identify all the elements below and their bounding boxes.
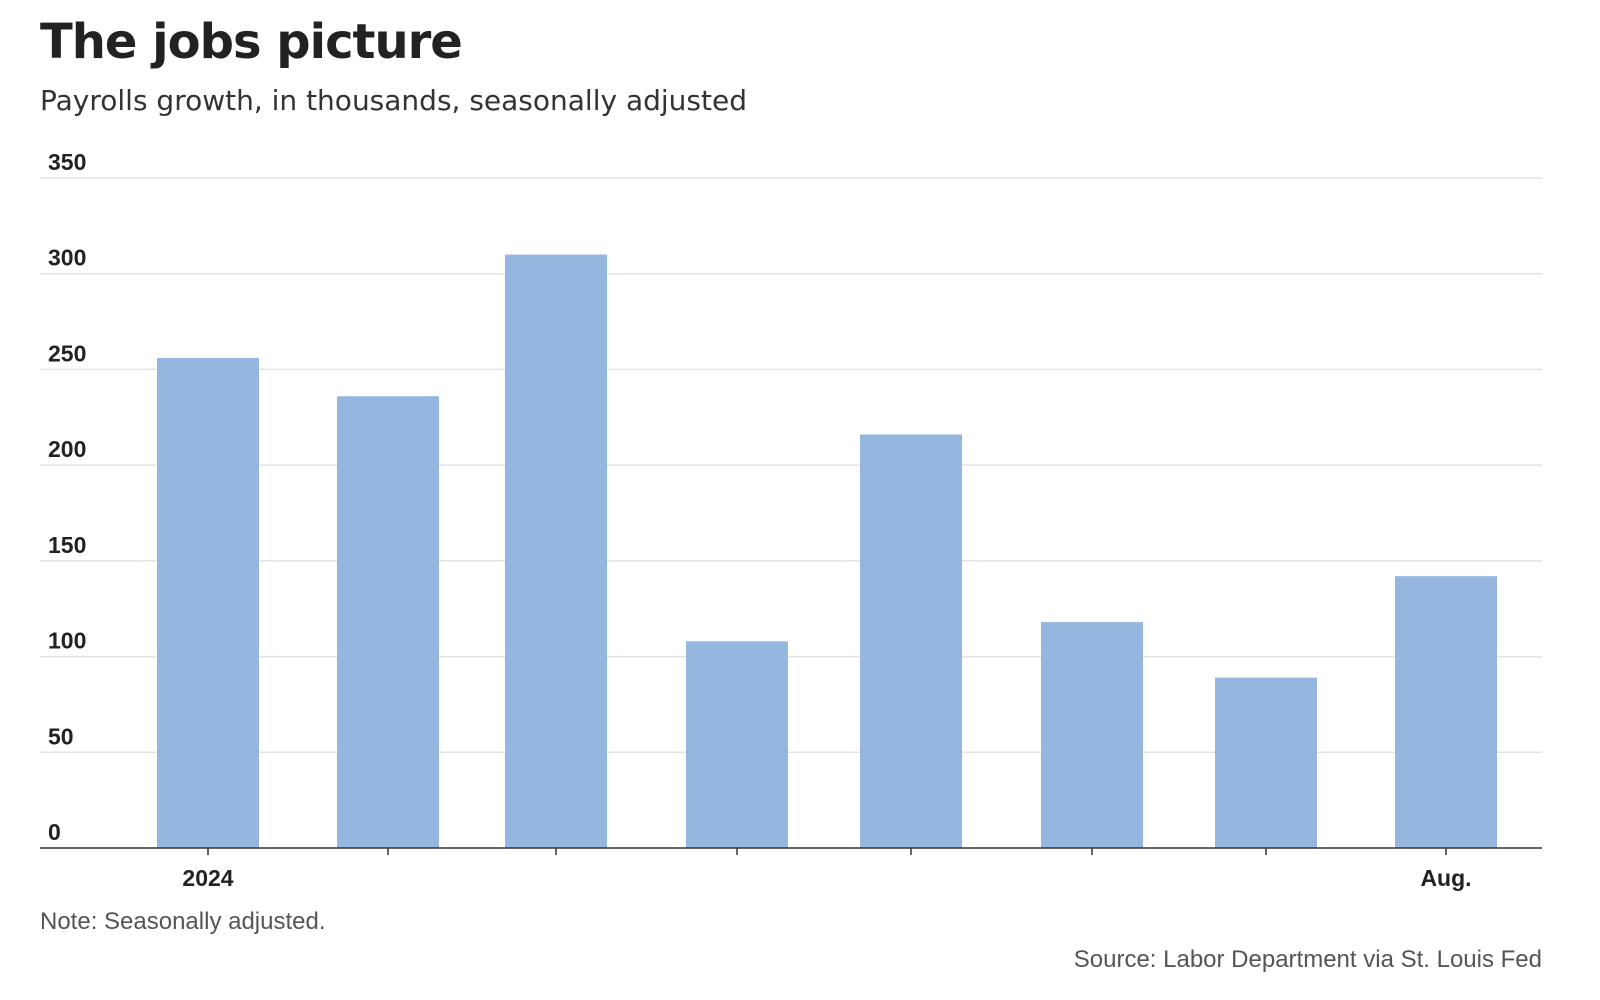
y-tick-label-250: 250 bbox=[48, 340, 86, 366]
chart-subtitle: Payrolls growth, in thousands, seasonall… bbox=[40, 84, 747, 117]
y-tick-label-350: 350 bbox=[48, 149, 86, 175]
bar-1 bbox=[157, 357, 259, 848]
y-tick-label-200: 200 bbox=[48, 436, 86, 462]
bar-6 bbox=[1041, 622, 1143, 848]
y-tick-label-0: 0 bbox=[48, 819, 61, 845]
bar-7 bbox=[1215, 677, 1317, 848]
chart-note: Note: Seasonally adjusted. bbox=[40, 908, 326, 935]
y-axis-ticks: 0 50 100 150 200 250 300 350 bbox=[48, 149, 86, 845]
bar-3 bbox=[505, 254, 607, 849]
x-tick-label-8: Aug. bbox=[1420, 865, 1471, 891]
y-tick-label-300: 300 bbox=[48, 245, 86, 271]
x-tick-label-1: 2024 bbox=[182, 865, 233, 891]
gridlines bbox=[40, 177, 1542, 754]
chart-source: Source: Labor Department via St. Louis F… bbox=[1073, 946, 1542, 973]
y-tick-label-150: 150 bbox=[48, 532, 86, 558]
bar-8 bbox=[1395, 576, 1497, 848]
bar-2 bbox=[337, 396, 439, 848]
bar-4 bbox=[686, 641, 788, 848]
chart-title: The jobs picture bbox=[40, 14, 463, 70]
y-tick-label-100: 100 bbox=[48, 628, 86, 654]
x-axis-ticks: 2024 Aug. bbox=[182, 848, 1472, 891]
y-tick-label-50: 50 bbox=[48, 723, 74, 749]
bars bbox=[157, 254, 1497, 849]
bar-5 bbox=[860, 434, 962, 848]
